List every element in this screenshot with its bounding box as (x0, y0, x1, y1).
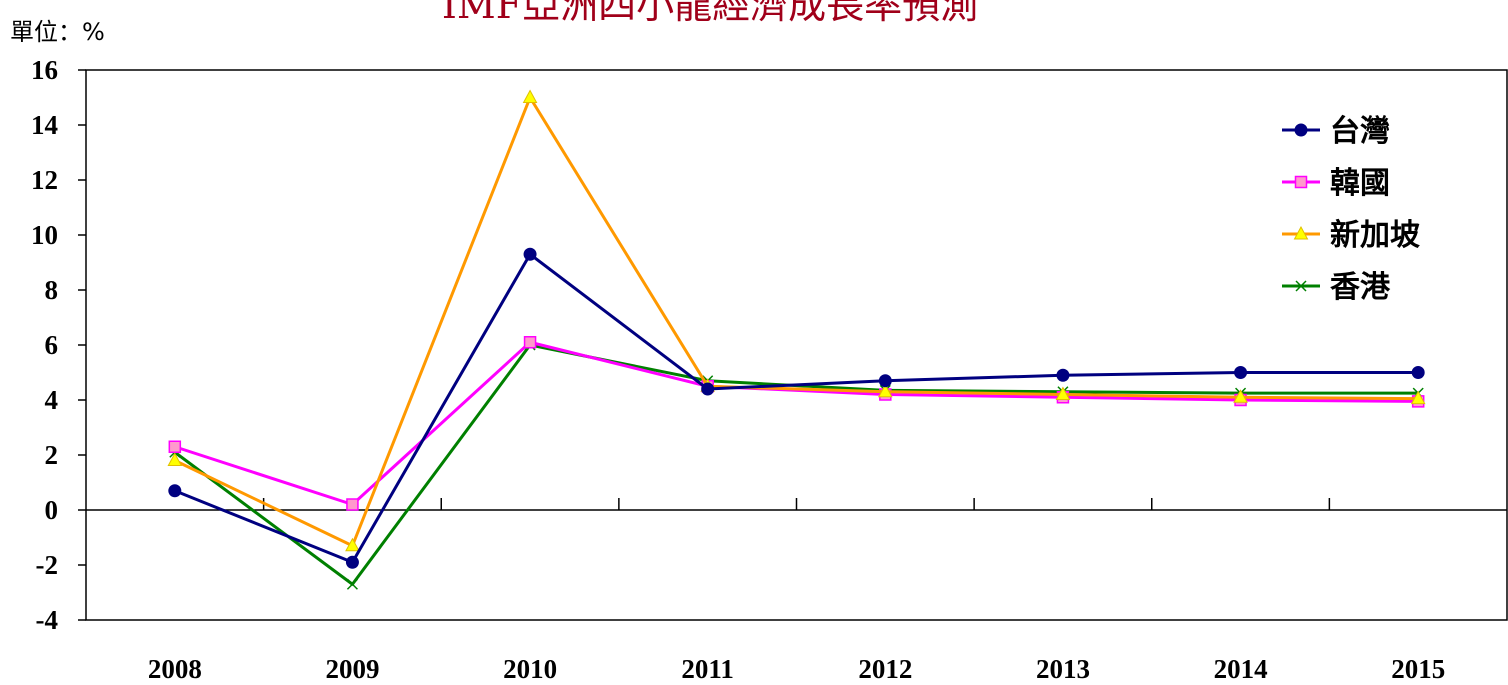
y-tick-label: 14 (31, 110, 58, 140)
data-point (1410, 390, 1426, 405)
x-tick-label: 2008 (148, 654, 202, 684)
series-layer (167, 89, 1426, 590)
y-tick-label: 12 (31, 165, 58, 195)
y-tick-label: 16 (31, 55, 58, 85)
data-point (346, 498, 359, 511)
legend-marker (1293, 225, 1309, 240)
series-line (174, 252, 1419, 564)
data-point (878, 374, 892, 388)
x-tick-label: 2012 (858, 654, 912, 684)
data-point (1411, 366, 1425, 379)
data-point (345, 555, 359, 569)
axes: -4 -2 0 2 4 6 8 10 12 14 16 2008 2009 2010 2011 2012 201… (31, 55, 1507, 684)
y-tick-label: 2 (45, 440, 59, 470)
y-tick-label: 6 (45, 330, 59, 360)
chart-title: IMF亞洲四小龍經濟成長率預測 (442, 0, 978, 27)
x-tick-label: 2010 (503, 654, 557, 684)
y-tick-label: 8 (45, 275, 59, 305)
y-tick-label: -4 (36, 605, 59, 635)
y-tick-label: -2 (36, 550, 59, 580)
y-tick-label: 4 (45, 385, 59, 415)
series-line (174, 96, 1419, 548)
x-tick-label: 2009 (325, 654, 379, 684)
x-tick-label: 2011 (681, 654, 734, 684)
data-point (1234, 366, 1248, 379)
legend-label: 新加坡 (1330, 218, 1420, 253)
unit-label: 單位：% (10, 18, 105, 46)
data-point (877, 383, 893, 398)
data-point (701, 382, 715, 396)
series-2 (168, 336, 1425, 511)
series-line (174, 340, 1419, 506)
data-point (522, 89, 538, 103)
legend-label: 韓國 (1330, 166, 1390, 201)
data-point (168, 484, 182, 498)
data-point (167, 452, 183, 466)
legend-marker (1294, 175, 1308, 189)
data-point (523, 247, 537, 261)
marker-stroke (1295, 280, 1307, 292)
data-point (523, 336, 537, 349)
legend-marker (1294, 123, 1308, 137)
data-point (346, 578, 358, 590)
legend-item-2: 韓國 (1282, 166, 1390, 201)
legend-label: 台灣 (1330, 114, 1390, 149)
data-point (345, 537, 360, 552)
legend-item-1: 台灣 (1282, 114, 1390, 149)
legend-label: 香港 (1330, 270, 1391, 305)
x-tick-label: 2015 (1391, 654, 1445, 684)
data-point (1233, 389, 1248, 403)
data-point (1056, 368, 1070, 382)
y-tick-label: 0 (45, 495, 59, 525)
series-1 (168, 247, 1425, 569)
marker-stroke (346, 578, 358, 590)
legend-marker (1295, 280, 1307, 292)
legend-item-4: 香港 (1282, 270, 1391, 305)
series-3 (167, 89, 1426, 552)
legend-item-3: 新加坡 (1282, 218, 1420, 253)
data-point (168, 440, 182, 453)
data-point (1055, 386, 1071, 400)
plot-area (85, 69, 1508, 621)
x-tick-label: 2013 (1036, 654, 1090, 684)
x-tick-label: 2014 (1214, 654, 1268, 684)
y-tick-label: 10 (31, 220, 58, 250)
